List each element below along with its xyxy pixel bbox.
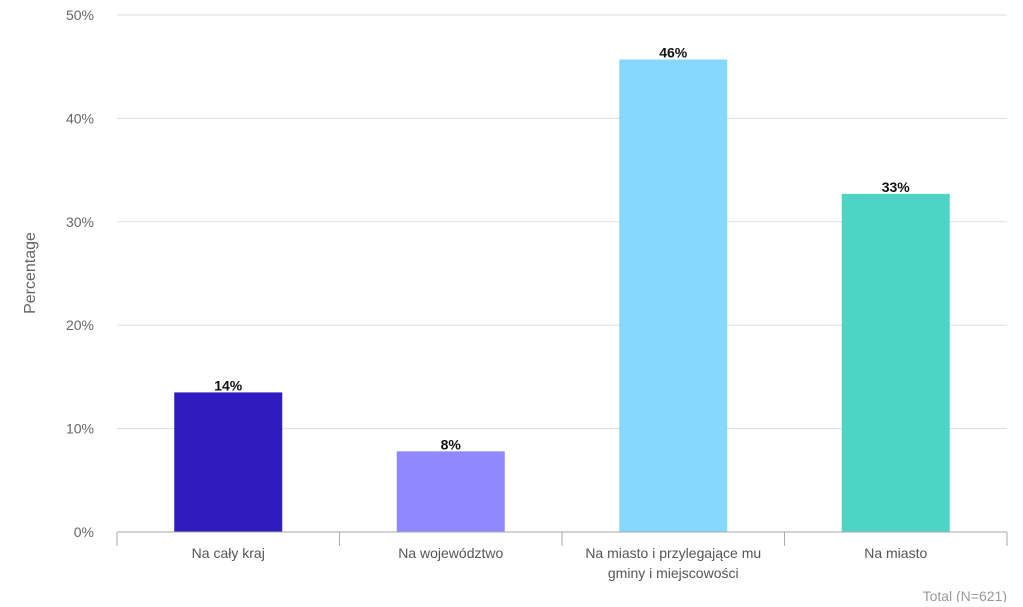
x-category-label: gminy i miejscowości xyxy=(608,565,739,581)
bar-value-label: 46% xyxy=(659,44,688,60)
y-tick-label: 30% xyxy=(66,214,94,230)
x-axis: Na cały kraj Na województwo Na miasto i pr… xyxy=(116,531,1008,581)
x-category-label: Na województwo xyxy=(398,545,503,561)
y-tick-label: 40% xyxy=(66,110,94,126)
bar xyxy=(174,392,283,532)
y-axis-ticks: 0% 10% 20% 30% 40% 50% xyxy=(66,7,94,540)
x-category-label: Na cały kraj xyxy=(192,545,265,561)
bar xyxy=(619,59,728,532)
footnote-total: Total (N=621) xyxy=(923,588,1007,602)
bar-value-label: 8% xyxy=(441,436,462,452)
y-tick-label: 10% xyxy=(66,421,94,437)
bar-value-label: 14% xyxy=(214,377,243,393)
bar xyxy=(841,193,950,532)
x-category-label: Na miasto i przylegające mu xyxy=(585,545,761,561)
data-labels: 14% 8% 46% 33% xyxy=(214,44,910,452)
y-axis-label: Percentage xyxy=(22,232,39,314)
bars xyxy=(174,59,950,532)
x-category-label: Na miasto xyxy=(864,545,927,561)
y-tick-label: 50% xyxy=(66,7,94,23)
bar-value-label: 33% xyxy=(882,179,911,195)
bar xyxy=(396,451,505,532)
y-tick-label: 20% xyxy=(66,317,94,333)
y-tick-label: 0% xyxy=(74,524,94,540)
